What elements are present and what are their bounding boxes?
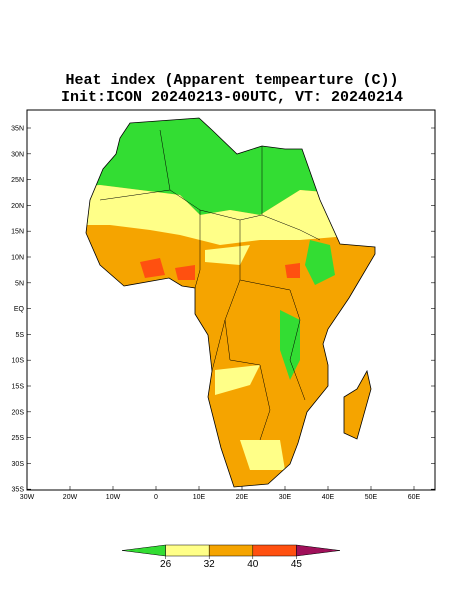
- lat-tick-label: 30S: [12, 461, 25, 468]
- map-subtitle: Init:ICON 20240213-00UTC, VT: 20240214: [61, 89, 403, 106]
- lat-tick-label: 35N: [11, 126, 24, 133]
- colorbar-label: 32: [204, 559, 216, 570]
- lon-tick-label: 20E: [236, 494, 249, 501]
- lat-tick-label: 30N: [11, 151, 24, 158]
- colorbar-swatch: [208, 544, 254, 557]
- axis-ticks: 35N 30N 25N 20N 15N 10N 5N EQ 5S 10S 15S 20S 25S 30S 3…: [11, 126, 435, 501]
- lon-tick-label: 50E: [365, 494, 378, 501]
- lat-tick-label: 20N: [11, 203, 24, 210]
- colorbar-label: 40: [247, 559, 259, 570]
- lon-tick-label: 30E: [279, 494, 292, 501]
- lat-tick-label: 20S: [12, 409, 25, 416]
- lat-tick-label: 25S: [12, 435, 25, 442]
- lat-tick-label: 35S: [12, 487, 25, 494]
- madagascar: [343, 369, 372, 440]
- lat-tick-label: EQ: [14, 306, 25, 313]
- lat-tick-label: 10S: [12, 358, 25, 365]
- colorbar-swatch: [252, 544, 297, 557]
- borders: [99, 129, 321, 441]
- lat-tick-label: 15N: [11, 229, 24, 236]
- lon-tick-label: 10E: [193, 494, 206, 501]
- lat-tick-label: 5N: [15, 280, 24, 287]
- lat-tick-label: 10N: [11, 255, 24, 262]
- colorbar-label: 45: [291, 559, 303, 570]
- lon-tick-label: 20W: [63, 494, 78, 501]
- map-title: Heat index (Apparent tempearture (C)): [65, 72, 398, 89]
- lon-tick-label: 40E: [322, 494, 335, 501]
- colorbar: 26 32 40 45: [121, 544, 341, 570]
- colorbar-swatch: [121, 544, 166, 557]
- lon-tick-label: 10W: [106, 494, 121, 501]
- lat-tick-label: 5S: [15, 332, 24, 339]
- colorbar-label: 26: [160, 559, 172, 570]
- lat-tick-label: 15S: [12, 384, 25, 391]
- lat-tick-label: 25N: [11, 177, 24, 184]
- lon-tick-label: 0: [154, 494, 158, 501]
- colorbar-swatch: [296, 544, 341, 557]
- coastline: [85, 117, 376, 488]
- lon-tick-label: 60E: [408, 494, 421, 501]
- lon-tick-label: 30W: [20, 494, 35, 501]
- colorbar-swatch: [165, 544, 210, 557]
